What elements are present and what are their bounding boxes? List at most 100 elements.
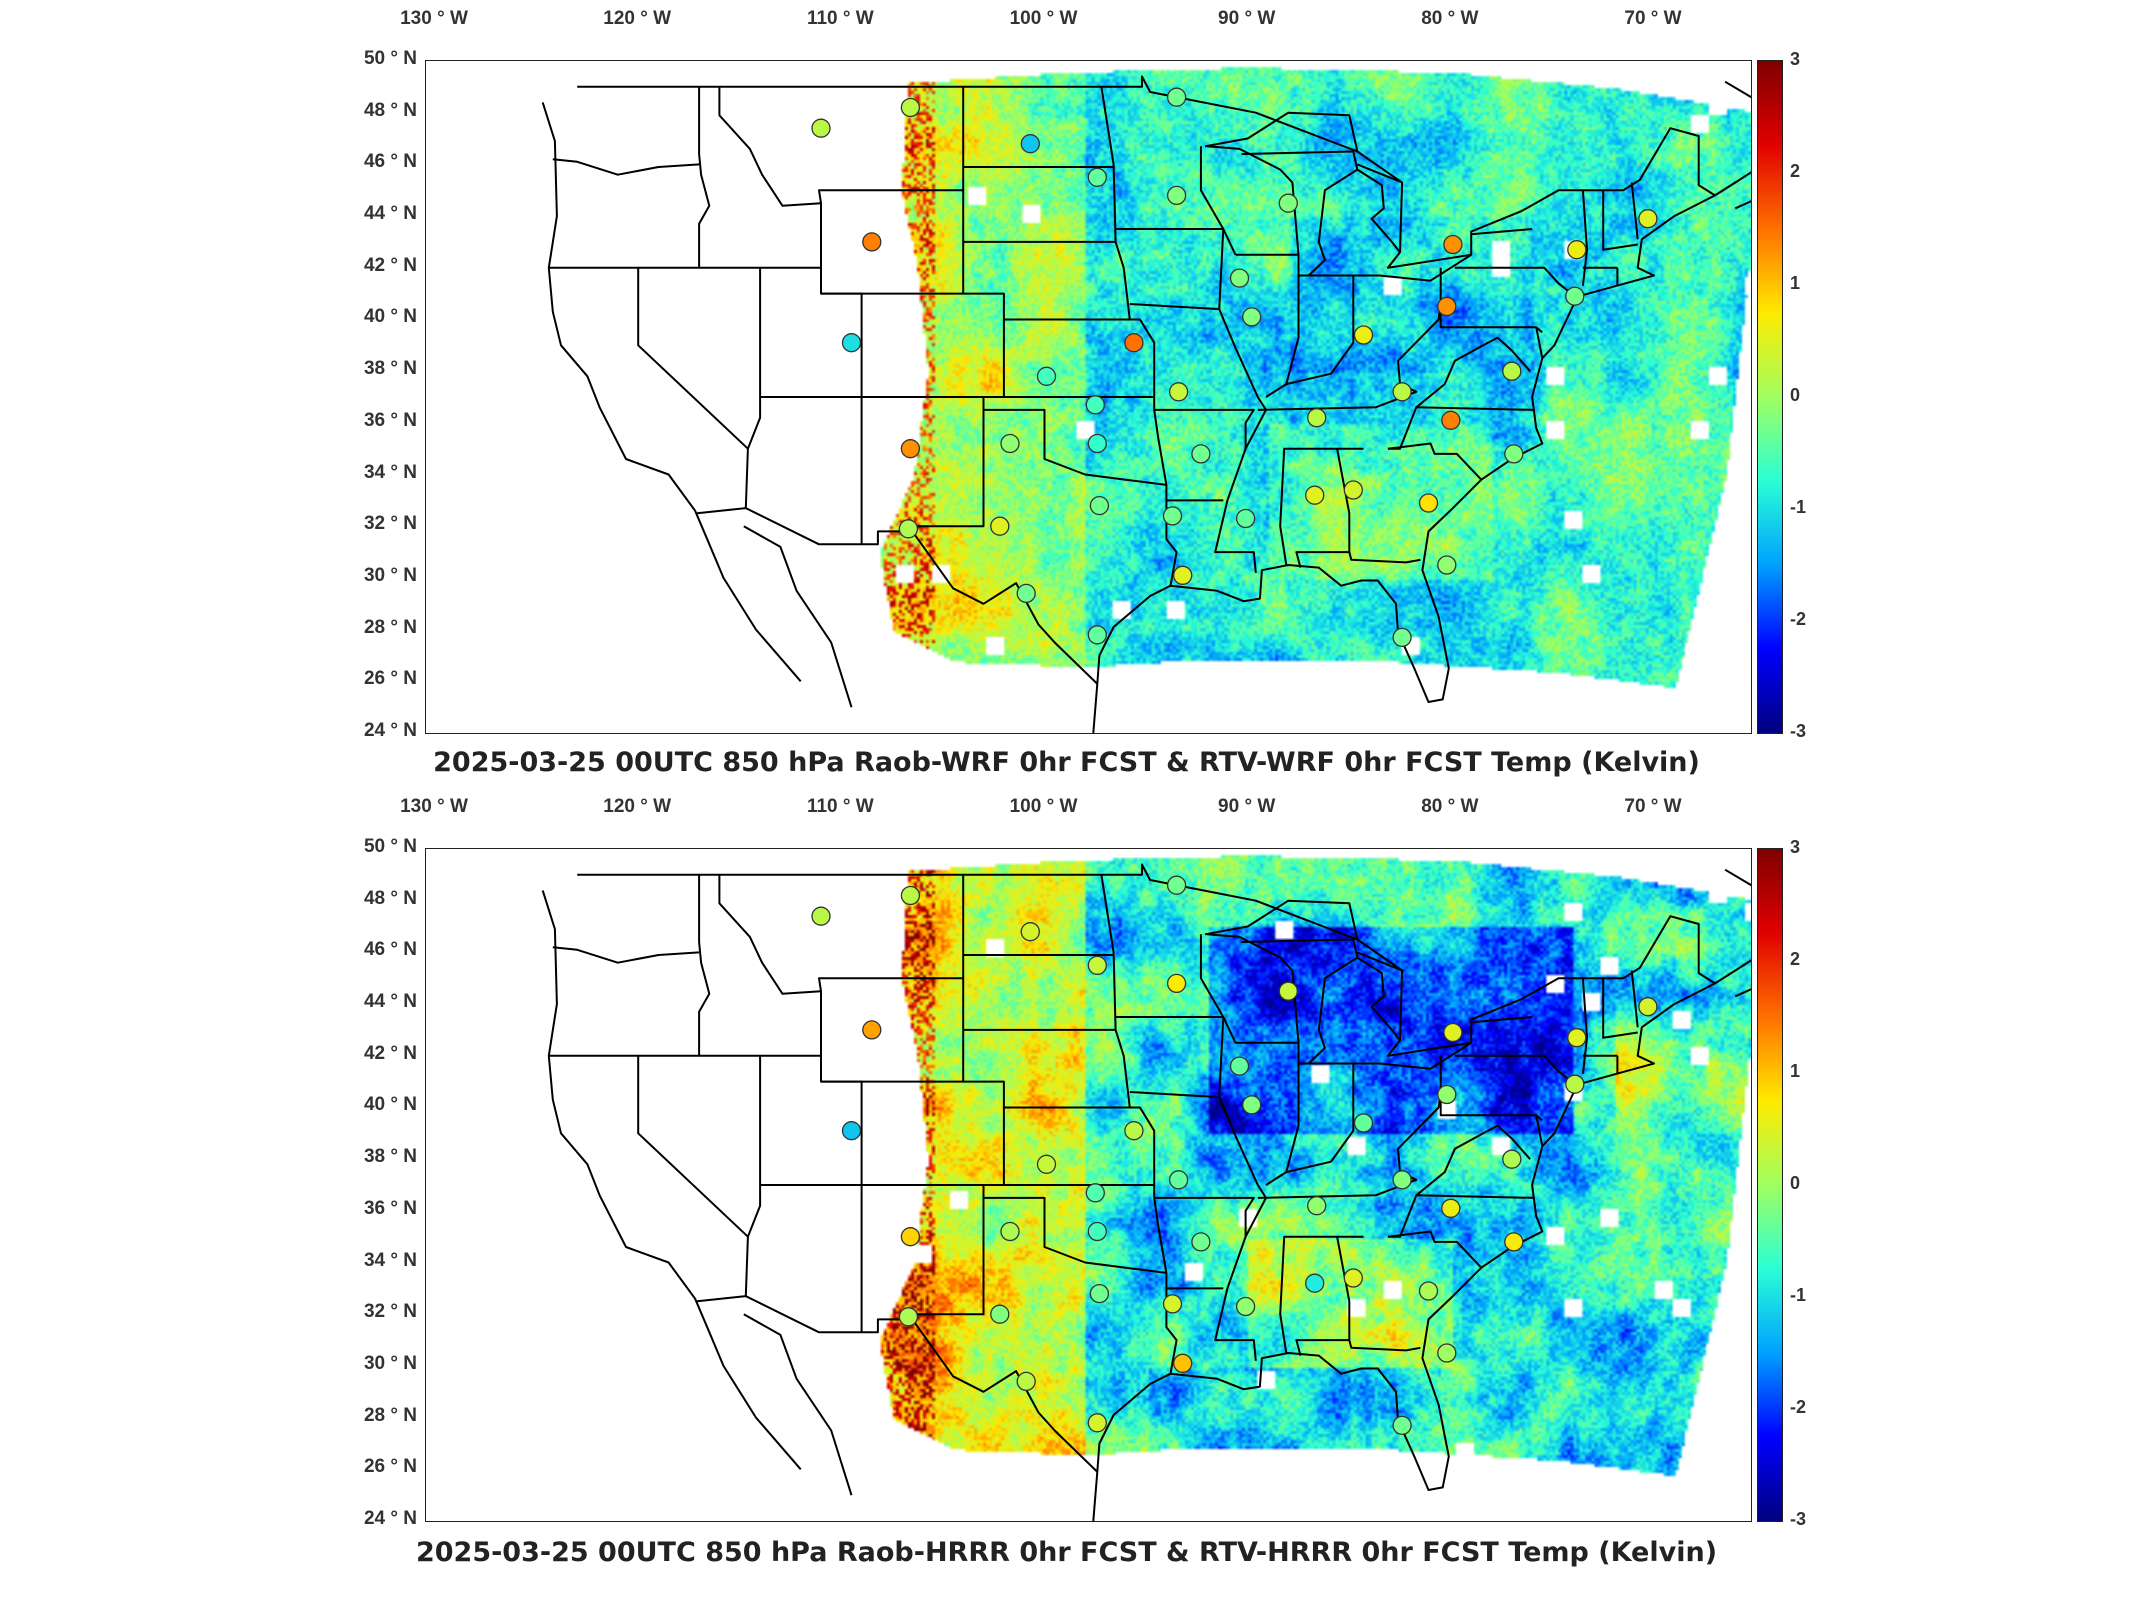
station-marker [1443, 234, 1463, 255]
station-marker [1278, 981, 1298, 1001]
station-marker [1418, 493, 1439, 513]
station-marker [1168, 382, 1189, 402]
station-marker [1504, 1232, 1524, 1252]
station-marker [1016, 583, 1036, 604]
station-marker [1166, 875, 1187, 895]
boundary-line [746, 1055, 762, 1238]
station-marker [900, 97, 921, 118]
lat-tick-label: 50 ° N [363, 48, 417, 69]
boundary-line [1100, 874, 1178, 1374]
boundary-line [1279, 447, 1364, 566]
map-frame-top [425, 60, 1752, 734]
station-marker [1307, 408, 1327, 428]
lat-tick-label: 24 ° N [363, 1508, 417, 1529]
boundary-line [1356, 168, 1401, 253]
station-marker [1353, 325, 1374, 345]
station-marker [1000, 433, 1020, 454]
colorbar-tick-label: -2 [1790, 1397, 1807, 1417]
station-marker [1085, 395, 1105, 415]
boundary-line [1387, 406, 1535, 450]
station-marker [1173, 1353, 1193, 1373]
boundary-line [983, 408, 1167, 486]
boundary-line [637, 267, 749, 509]
colorbar-tick-label: 2 [1790, 161, 1801, 181]
station-marker [1443, 1022, 1463, 1043]
station-marker [1087, 167, 1107, 187]
lat-tick-label: 46 ° N [363, 939, 417, 961]
boundary-line [1357, 951, 1403, 972]
station-marker [1305, 1273, 1325, 1293]
lat-tick-label: 44 ° N [363, 991, 417, 1013]
boundary-line [1214, 228, 1267, 573]
boundary-line [1092, 1471, 1099, 1521]
lat-tick-label: 40 ° N [363, 306, 417, 328]
station-marker [1392, 1415, 1412, 1436]
boundary-line [1115, 146, 1225, 230]
boundary-line [1535, 1115, 1544, 1147]
lat-tick-label: 36 ° N [363, 1197, 417, 1219]
boundary-line [1348, 551, 1421, 564]
boundary-line [1387, 1194, 1535, 1238]
boundary-line [743, 1313, 853, 1496]
station-marker [1089, 1283, 1110, 1304]
station-marker [1229, 1056, 1250, 1076]
station-marker [1166, 185, 1187, 206]
boundary-line [1204, 111, 1359, 152]
boundary-line [696, 507, 1098, 685]
boundary-line [1241, 938, 1359, 1065]
lat-tick-label: 30 ° N [363, 1352, 417, 1374]
station-marker [1392, 1170, 1412, 1190]
boundary-line [1129, 1091, 1220, 1099]
station-marker [990, 1304, 1010, 1324]
lat-tick-label: 30 ° N [363, 564, 417, 586]
boundary-line [1206, 933, 1300, 1044]
boundary-line [1265, 1042, 1300, 1186]
boundary-line [718, 874, 822, 995]
lon-tick-label: 90 ° W [1218, 8, 1276, 29]
lon-tick-label: 130 ° W [400, 796, 468, 817]
lat-tick-label: 44 ° N [363, 203, 417, 225]
boundary-line [1286, 275, 1355, 386]
station-marker [1343, 480, 1363, 500]
station-marker [1343, 1268, 1363, 1288]
station-marker [1242, 307, 1262, 327]
lat-tick-label: 32 ° N [363, 513, 417, 535]
boundary-line [1630, 182, 1639, 240]
lon-tick-label: 100 ° W [1009, 8, 1078, 29]
lat-tick-label: 34 ° N [363, 1249, 417, 1271]
colorbar-tick-label: 1 [1790, 273, 1801, 293]
boundary-line [1100, 86, 1178, 586]
boundary-line [746, 267, 762, 450]
station-marker [1087, 625, 1107, 645]
station-marker [1567, 1028, 1587, 1048]
station-marker [862, 232, 882, 252]
colorbar-tick-label: -1 [1790, 1285, 1807, 1305]
station-marker [1565, 1074, 1585, 1094]
lat-tick-label: 28 ° N [363, 616, 417, 638]
station-marker [900, 1227, 921, 1247]
map-frame-bottom [425, 848, 1752, 1522]
station-marker [900, 885, 921, 906]
station-marker [1235, 508, 1256, 529]
station-marker [1087, 1413, 1107, 1433]
boundary-line [1356, 956, 1401, 1041]
station-marker [1020, 134, 1040, 154]
boundary-line [552, 158, 700, 176]
station-marker [1441, 410, 1461, 430]
colorbar-tick-label: 0 [1790, 1173, 1801, 1193]
boundary-line [1535, 327, 1544, 359]
boundary-line [1286, 1063, 1355, 1174]
lat-tick-label: 34 ° N [363, 461, 417, 483]
boundary-line [1714, 868, 1751, 985]
station-marker [1307, 1196, 1327, 1216]
boundary-line [1222, 1016, 1237, 1044]
boundary-line [1630, 970, 1639, 1028]
colorbar-tick-label: 0 [1790, 385, 1801, 405]
station-marker [1418, 1281, 1439, 1301]
state-borders-top [541, 75, 1751, 733]
station-marker [1036, 366, 1057, 386]
lon-tick-label: 130 ° W [400, 8, 468, 29]
colorbar-tick-label: -3 [1790, 1509, 1807, 1529]
lon-tick-label: 120 ° W [603, 8, 672, 29]
colorbar-tick-label: -2 [1790, 609, 1807, 629]
